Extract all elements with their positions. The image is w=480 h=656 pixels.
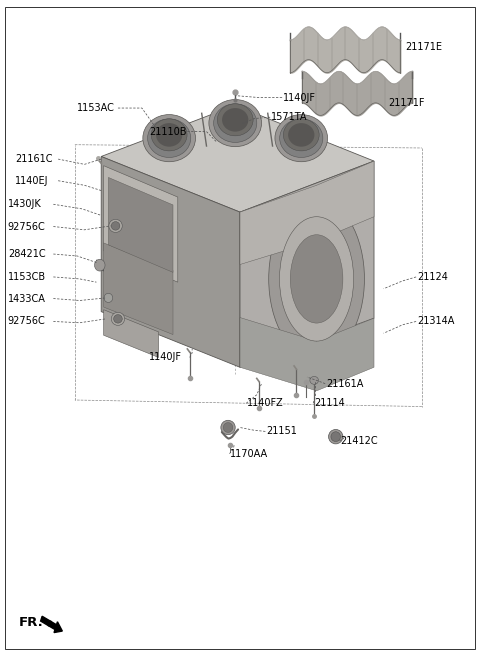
Polygon shape — [104, 243, 173, 335]
Ellipse shape — [223, 422, 233, 432]
Text: 21124: 21124 — [417, 272, 448, 282]
Ellipse shape — [269, 199, 364, 359]
Ellipse shape — [217, 104, 253, 136]
Ellipse shape — [143, 115, 195, 162]
Text: 1140EJ: 1140EJ — [15, 176, 48, 186]
Text: 92756C: 92756C — [8, 222, 46, 232]
Text: 1153AC: 1153AC — [77, 103, 115, 113]
Text: 1153CB: 1153CB — [8, 272, 46, 282]
Text: 1433CA: 1433CA — [8, 293, 46, 304]
Polygon shape — [96, 260, 104, 271]
Text: 21171E: 21171E — [405, 41, 442, 52]
Polygon shape — [104, 310, 158, 358]
Ellipse shape — [279, 216, 354, 341]
Ellipse shape — [283, 119, 319, 151]
Text: 1140JF: 1140JF — [283, 92, 316, 102]
Text: 21161A: 21161A — [326, 379, 363, 388]
Text: 1170AA: 1170AA — [230, 449, 268, 459]
Ellipse shape — [104, 293, 113, 302]
Ellipse shape — [156, 123, 182, 147]
Ellipse shape — [275, 115, 327, 162]
Polygon shape — [240, 161, 374, 264]
Polygon shape — [101, 106, 374, 212]
FancyArrow shape — [41, 616, 62, 632]
Text: 21114: 21114 — [314, 398, 345, 408]
Text: 1140JF: 1140JF — [149, 352, 182, 363]
Ellipse shape — [114, 315, 122, 323]
Ellipse shape — [151, 119, 187, 151]
Ellipse shape — [280, 119, 323, 157]
Polygon shape — [240, 161, 374, 367]
Polygon shape — [240, 318, 374, 391]
Text: 21171F: 21171F — [388, 98, 425, 108]
Text: 21110B: 21110B — [149, 127, 187, 136]
Ellipse shape — [95, 259, 105, 271]
Ellipse shape — [310, 377, 319, 384]
Text: 21151: 21151 — [266, 426, 297, 436]
Ellipse shape — [328, 430, 343, 444]
Ellipse shape — [111, 312, 125, 325]
Ellipse shape — [331, 432, 340, 441]
Ellipse shape — [111, 222, 120, 230]
Ellipse shape — [290, 235, 343, 323]
Text: FR.: FR. — [19, 616, 44, 629]
Ellipse shape — [222, 108, 248, 132]
Text: 1571TA: 1571TA — [271, 112, 308, 122]
Text: 1140FZ: 1140FZ — [247, 398, 284, 408]
Polygon shape — [108, 177, 173, 272]
Ellipse shape — [109, 219, 122, 232]
Ellipse shape — [288, 123, 314, 147]
Polygon shape — [101, 157, 240, 367]
Text: 21314A: 21314A — [417, 316, 455, 327]
Ellipse shape — [209, 100, 262, 147]
Text: 1430JK: 1430JK — [8, 199, 42, 209]
Ellipse shape — [214, 104, 257, 142]
Polygon shape — [104, 166, 178, 282]
Ellipse shape — [147, 119, 191, 157]
Ellipse shape — [221, 420, 235, 435]
Text: 92756C: 92756C — [8, 316, 46, 327]
Text: 28421C: 28421C — [8, 249, 46, 259]
Text: 21161C: 21161C — [15, 154, 52, 164]
Text: 21412C: 21412C — [340, 436, 378, 445]
